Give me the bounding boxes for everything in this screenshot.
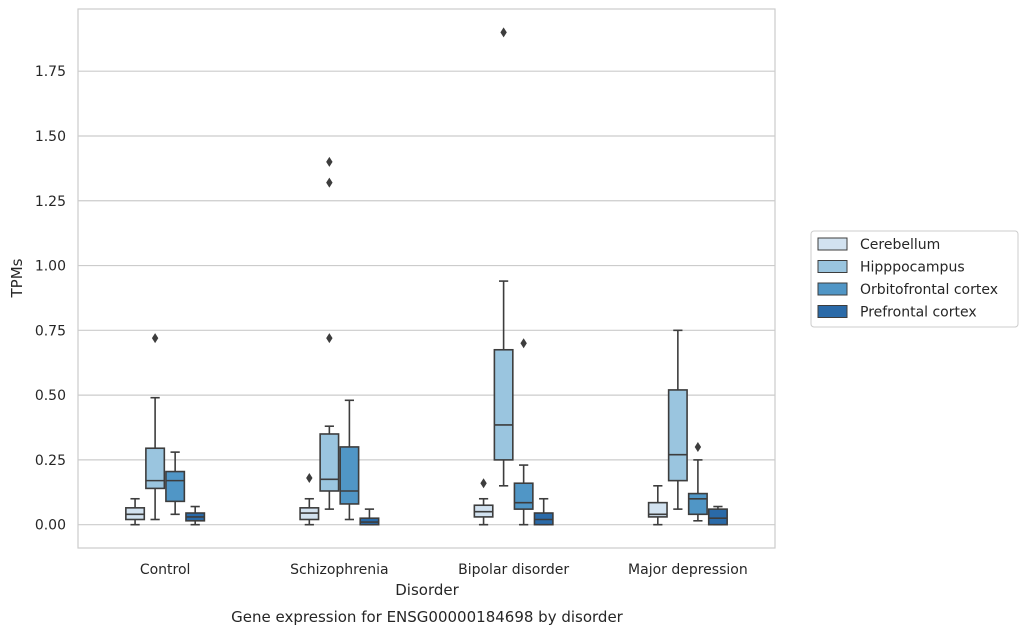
box-prefrontal-cortex <box>707 505 728 526</box>
outlier-point <box>306 473 313 484</box>
iqr-box <box>165 470 186 503</box>
outlier-point <box>326 333 333 344</box>
legend-label: Prefrontal cortex <box>860 305 977 321</box>
x-axis-title: Disorder <box>395 581 459 599</box>
y-tick-label: 0.75 <box>35 323 66 339</box>
box-orbitofrontal-cortex <box>687 441 708 522</box>
iqr-box <box>513 482 534 510</box>
iqr-box <box>667 389 688 482</box>
outlier-point <box>326 156 333 167</box>
legend-swatch <box>817 305 848 318</box>
box-cerebellum <box>473 478 494 526</box>
box-hipppocampus <box>145 333 166 521</box>
box-hipppocampus <box>667 329 688 510</box>
iqr-box <box>647 501 668 518</box>
x-tick-label: Bipolar disorder <box>458 562 569 578</box>
iqr-box <box>145 447 166 490</box>
box-orbitofrontal-cortex <box>513 338 534 526</box>
y-tick-label: 0.50 <box>35 388 66 404</box>
legend-frame <box>810 230 1019 328</box>
y-tick-labels: 0.00 0.25 0.50 0.75 1.00 1.25 1.50 1.75 <box>35 64 66 533</box>
x-tick-labels: Control Schizophrenia Bipolar disorder Majo… <box>140 562 748 578</box>
x-tick-label: Major depression <box>628 562 748 578</box>
box-hipppocampus <box>493 27 514 487</box>
box-orbitofrontal-cortex <box>339 399 360 521</box>
box-prefrontal-cortex <box>359 508 380 526</box>
y-tick-label: 1.75 <box>35 64 66 80</box>
legend-swatch <box>817 260 848 273</box>
legend-swatch <box>817 237 848 251</box>
y-tick-label: 1.00 <box>35 259 66 275</box>
x-tick-label: Control <box>140 562 191 578</box>
outlier-point <box>520 338 527 349</box>
legend-label: Cerebellum <box>860 237 940 253</box>
legend-label: Hipppocampus <box>860 260 965 276</box>
y-tick-label: 0.00 <box>35 518 66 534</box>
chart-caption: Gene expression for ENSG00000184698 by d… <box>231 608 624 626</box>
box-hipppocampus <box>319 156 340 510</box>
x-tick-label: Schizophrenia <box>290 562 388 578</box>
iqr-box <box>339 446 360 505</box>
y-axis-title: TPMs <box>8 258 26 298</box>
iqr-box <box>707 508 728 526</box>
legend-label: Orbitofrontal cortex <box>860 282 998 298</box>
box-prefrontal-cortex <box>533 497 554 526</box>
outlier-point <box>500 27 507 38</box>
y-tick-label: 0.25 <box>35 453 66 469</box>
box-prefrontal-cortex <box>185 505 206 526</box>
box-cerebellum <box>125 497 146 526</box>
iqr-box <box>319 433 340 492</box>
y-tick-label: 1.50 <box>35 129 66 145</box>
grid-lines <box>78 70 775 526</box>
box-cerebellum <box>299 473 320 526</box>
legend: Cerebellum Hipppocampus Orbitofrontal cort… <box>810 230 1019 328</box>
y-tick-label: 1.25 <box>35 194 66 210</box>
outlier-point <box>480 478 487 489</box>
box-orbitofrontal-cortex <box>165 451 186 516</box>
legend-swatch <box>817 282 848 296</box>
outlier-point <box>326 177 333 188</box>
plot-frame <box>77 8 776 549</box>
box-groups <box>125 27 728 526</box>
iqr-box <box>687 492 708 516</box>
outlier-point <box>151 333 159 344</box>
iqr-box <box>493 348 514 461</box>
box-cerebellum <box>647 485 668 526</box>
outlier-point <box>694 441 702 452</box>
